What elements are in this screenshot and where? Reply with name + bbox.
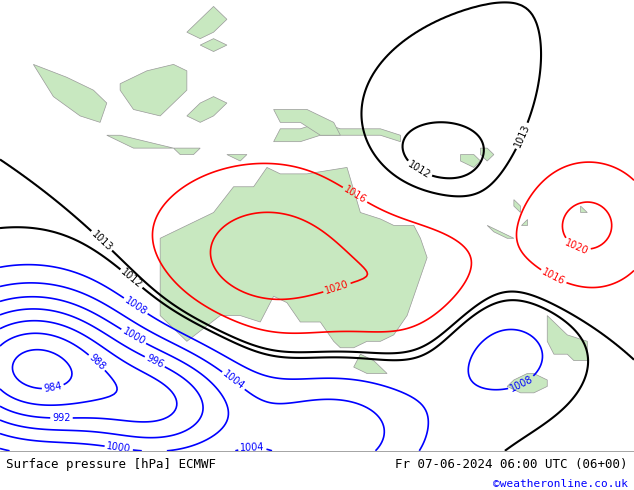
Text: Surface pressure [hPa] ECMWF: Surface pressure [hPa] ECMWF: [6, 458, 216, 471]
Polygon shape: [274, 122, 401, 142]
Text: 984: 984: [43, 381, 63, 394]
Polygon shape: [34, 64, 107, 122]
Text: 1012: 1012: [119, 267, 144, 290]
Text: 1004: 1004: [240, 442, 265, 453]
Polygon shape: [174, 148, 200, 154]
Text: 988: 988: [87, 352, 107, 372]
Polygon shape: [581, 206, 587, 213]
Text: 1020: 1020: [324, 279, 350, 296]
Text: ©weatheronline.co.uk: ©weatheronline.co.uk: [493, 479, 628, 489]
Text: 1013: 1013: [89, 229, 114, 253]
Text: 1008: 1008: [508, 374, 535, 394]
Text: Fr 07-06-2024 06:00 UTC (06+00): Fr 07-06-2024 06:00 UTC (06+00): [395, 458, 628, 471]
Text: 996: 996: [145, 353, 165, 370]
Text: 1000: 1000: [120, 326, 146, 347]
Polygon shape: [487, 225, 514, 238]
Polygon shape: [521, 219, 527, 225]
Polygon shape: [227, 154, 247, 161]
Polygon shape: [514, 199, 521, 213]
Polygon shape: [507, 373, 547, 393]
Text: 992: 992: [52, 413, 71, 423]
Polygon shape: [187, 97, 227, 122]
Text: 1000: 1000: [106, 441, 132, 455]
Text: 1016: 1016: [342, 184, 368, 205]
Polygon shape: [120, 64, 187, 116]
Polygon shape: [274, 109, 340, 135]
Polygon shape: [481, 148, 494, 161]
Polygon shape: [547, 316, 587, 361]
Polygon shape: [200, 39, 227, 51]
Polygon shape: [460, 154, 481, 168]
Text: 1012: 1012: [406, 159, 432, 181]
Text: 1020: 1020: [564, 237, 590, 256]
Text: 1004: 1004: [221, 369, 246, 392]
Polygon shape: [354, 354, 387, 373]
Text: 1016: 1016: [540, 267, 567, 287]
Text: 1008: 1008: [123, 295, 149, 317]
Text: 1013: 1013: [513, 122, 532, 149]
Polygon shape: [107, 135, 174, 148]
Polygon shape: [160, 168, 427, 348]
Polygon shape: [187, 6, 227, 39]
